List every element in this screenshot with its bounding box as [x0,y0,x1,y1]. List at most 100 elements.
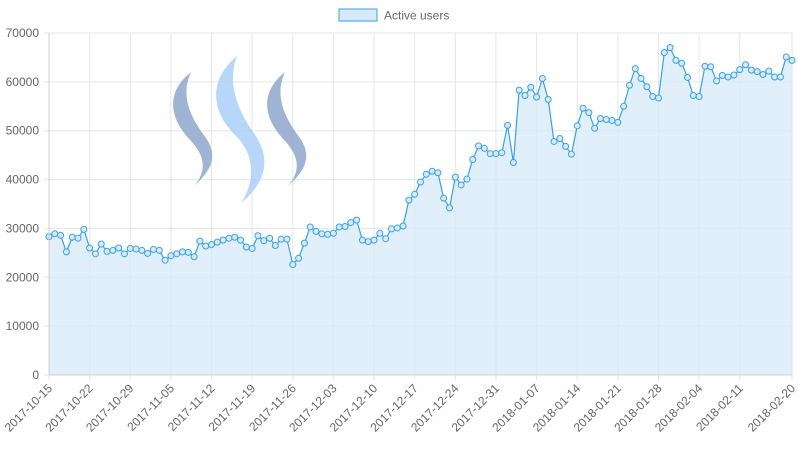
data-point[interactable] [776,73,784,81]
data-point[interactable] [457,181,465,189]
data-point[interactable] [184,248,192,256]
data-point[interactable] [283,235,291,243]
data-point[interactable] [475,142,483,150]
data-point[interactable] [51,230,59,238]
data-point[interactable] [190,253,198,261]
data-point[interactable] [358,236,366,244]
data-point[interactable] [625,81,633,89]
data-point[interactable] [179,248,187,256]
data-point[interactable] [126,244,134,252]
data-point[interactable] [747,66,755,74]
data-point[interactable] [161,256,169,264]
data-point[interactable] [440,194,448,202]
data-point[interactable] [643,83,651,91]
data-point[interactable] [97,240,105,248]
data-point[interactable] [573,122,581,130]
data-point[interactable] [585,109,593,117]
data-point[interactable] [765,67,773,75]
data-point[interactable] [80,225,88,233]
data-point[interactable] [248,244,256,252]
data-point[interactable] [115,244,123,252]
data-point[interactable] [411,190,419,198]
data-point[interactable] [103,247,111,255]
data-point[interactable] [637,74,645,82]
data-point[interactable] [109,246,117,254]
data-point[interactable] [684,73,692,81]
data-point[interactable] [579,104,587,112]
data-point[interactable] [382,235,390,243]
data-point[interactable] [492,150,500,158]
data-point[interactable] [724,73,732,81]
data-point[interactable] [504,121,512,129]
data-point[interactable] [266,234,274,242]
data-point[interactable] [602,115,610,123]
data-point[interactable] [242,243,250,251]
data-point[interactable] [202,242,210,250]
data-point[interactable] [660,49,668,57]
data-point[interactable] [730,71,738,79]
data-point[interactable] [689,92,697,100]
data-point[interactable] [370,236,378,244]
data-point[interactable] [271,242,279,250]
data-point[interactable] [707,63,715,71]
data-point[interactable] [260,237,268,245]
data-point[interactable] [521,92,529,100]
data-point[interactable] [788,56,796,64]
data-point[interactable] [486,150,494,158]
data-point[interactable] [167,252,175,260]
data-point[interactable] [550,137,558,145]
data-point[interactable] [138,246,146,254]
data-point[interactable] [544,95,552,103]
data-point[interactable] [446,204,454,212]
data-point[interactable] [347,219,355,227]
data-point[interactable] [631,65,639,73]
data-point[interactable] [469,156,477,164]
data-point[interactable] [713,77,721,85]
data-point[interactable] [393,224,401,232]
data-point[interactable] [312,227,320,235]
data-point[interactable] [417,178,424,186]
data-point[interactable] [405,196,413,204]
data-point[interactable] [736,66,744,74]
data-point[interactable] [480,144,488,152]
data-point[interactable] [364,238,372,246]
data-point[interactable] [74,234,82,242]
data-point[interactable] [231,233,239,241]
data-point[interactable] [213,238,221,246]
data-point[interactable] [237,236,245,244]
data-point[interactable] [567,150,575,158]
data-point[interactable] [771,73,779,81]
data-point[interactable] [68,233,76,241]
data-point[interactable] [219,236,227,244]
data-point[interactable] [515,86,523,94]
data-point[interactable] [86,244,94,252]
data-point[interactable] [196,237,204,245]
data-point[interactable] [620,102,628,110]
data-point[interactable] [376,229,384,237]
data-point[interactable] [678,59,686,67]
data-point[interactable] [742,61,750,69]
data-point[interactable] [173,250,181,258]
data-point[interactable] [300,239,308,247]
data-point[interactable] [353,216,361,224]
data-point[interactable] [591,124,599,132]
data-point[interactable] [562,142,570,150]
data-point[interactable] [254,232,262,240]
data-point[interactable] [387,225,395,233]
data-point[interactable] [759,71,767,79]
data-point[interactable] [329,229,337,237]
data-point[interactable] [57,231,65,239]
data-point[interactable] [538,74,546,82]
data-point[interactable] [666,44,674,52]
data-point[interactable] [399,222,407,230]
data-point[interactable] [451,173,459,181]
data-point[interactable] [149,245,157,253]
data-point[interactable] [62,248,70,256]
data-point[interactable] [155,246,163,254]
data-point[interactable] [649,93,657,101]
data-point[interactable] [225,234,233,242]
data-point[interactable] [91,250,99,258]
data-point[interactable] [306,223,314,231]
data-point[interactable] [144,249,152,257]
data-point[interactable] [318,230,326,238]
